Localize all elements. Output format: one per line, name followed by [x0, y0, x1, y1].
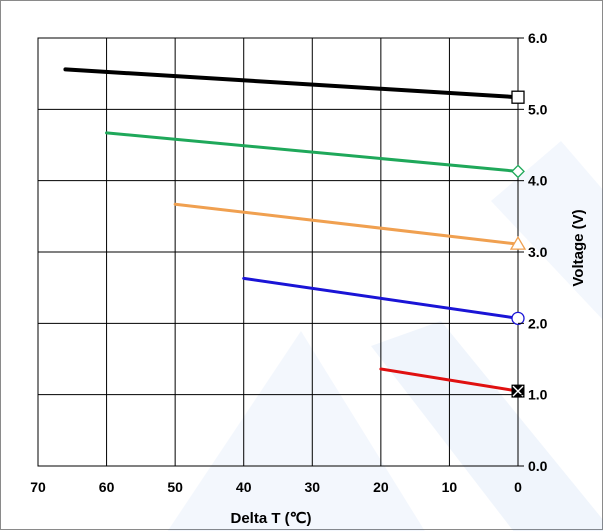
circle-marker — [511, 311, 525, 325]
series-line — [242, 276, 520, 320]
x-tick-label: 0 — [514, 479, 522, 495]
y-tick-label: 1.0 — [528, 387, 548, 403]
y-tick-label: 3.0 — [528, 244, 548, 260]
y-tick-label: 2.0 — [528, 315, 548, 331]
series-layer — [63, 67, 520, 393]
x-tick-label: 60 — [99, 479, 115, 495]
series-line — [173, 202, 520, 246]
x-tick-label: 20 — [373, 479, 389, 495]
marker-layer — [509, 90, 527, 398]
y-axis-ticks: 0.0 1.0 2.0 3.0 4.0 5.0 6.0 — [518, 30, 548, 474]
square-x-marker-cross — [512, 385, 524, 397]
x-tick-label: 40 — [236, 479, 252, 495]
series-line — [105, 131, 520, 173]
x-tick-label: 10 — [442, 479, 458, 495]
y-axis-title: Voltage (V) — [570, 209, 587, 286]
series-line — [63, 67, 520, 100]
watermark-stroke — [167, 331, 425, 531]
y-tick-label: 0.0 — [528, 458, 548, 474]
triangle-marker — [509, 235, 527, 250]
square-marker — [511, 90, 525, 104]
x-tick-label: 30 — [304, 479, 320, 495]
x-axis-ticks: 70 60 50 40 30 20 10 0 — [30, 479, 522, 495]
x-axis-title: Delta T (℃) — [230, 510, 311, 527]
diamond-marker — [511, 164, 525, 179]
watermark-stroke — [491, 141, 603, 320]
y-tick-label: 5.0 — [528, 101, 548, 117]
x-tick-label: 50 — [167, 479, 183, 495]
y-tick-label: 6.0 — [528, 30, 548, 46]
watermark-stroke — [371, 321, 603, 531]
x-tick-label: 70 — [30, 479, 46, 495]
watermark-logo — [167, 141, 603, 531]
series-line — [379, 367, 520, 393]
y-tick-label: 4.0 — [528, 173, 548, 189]
